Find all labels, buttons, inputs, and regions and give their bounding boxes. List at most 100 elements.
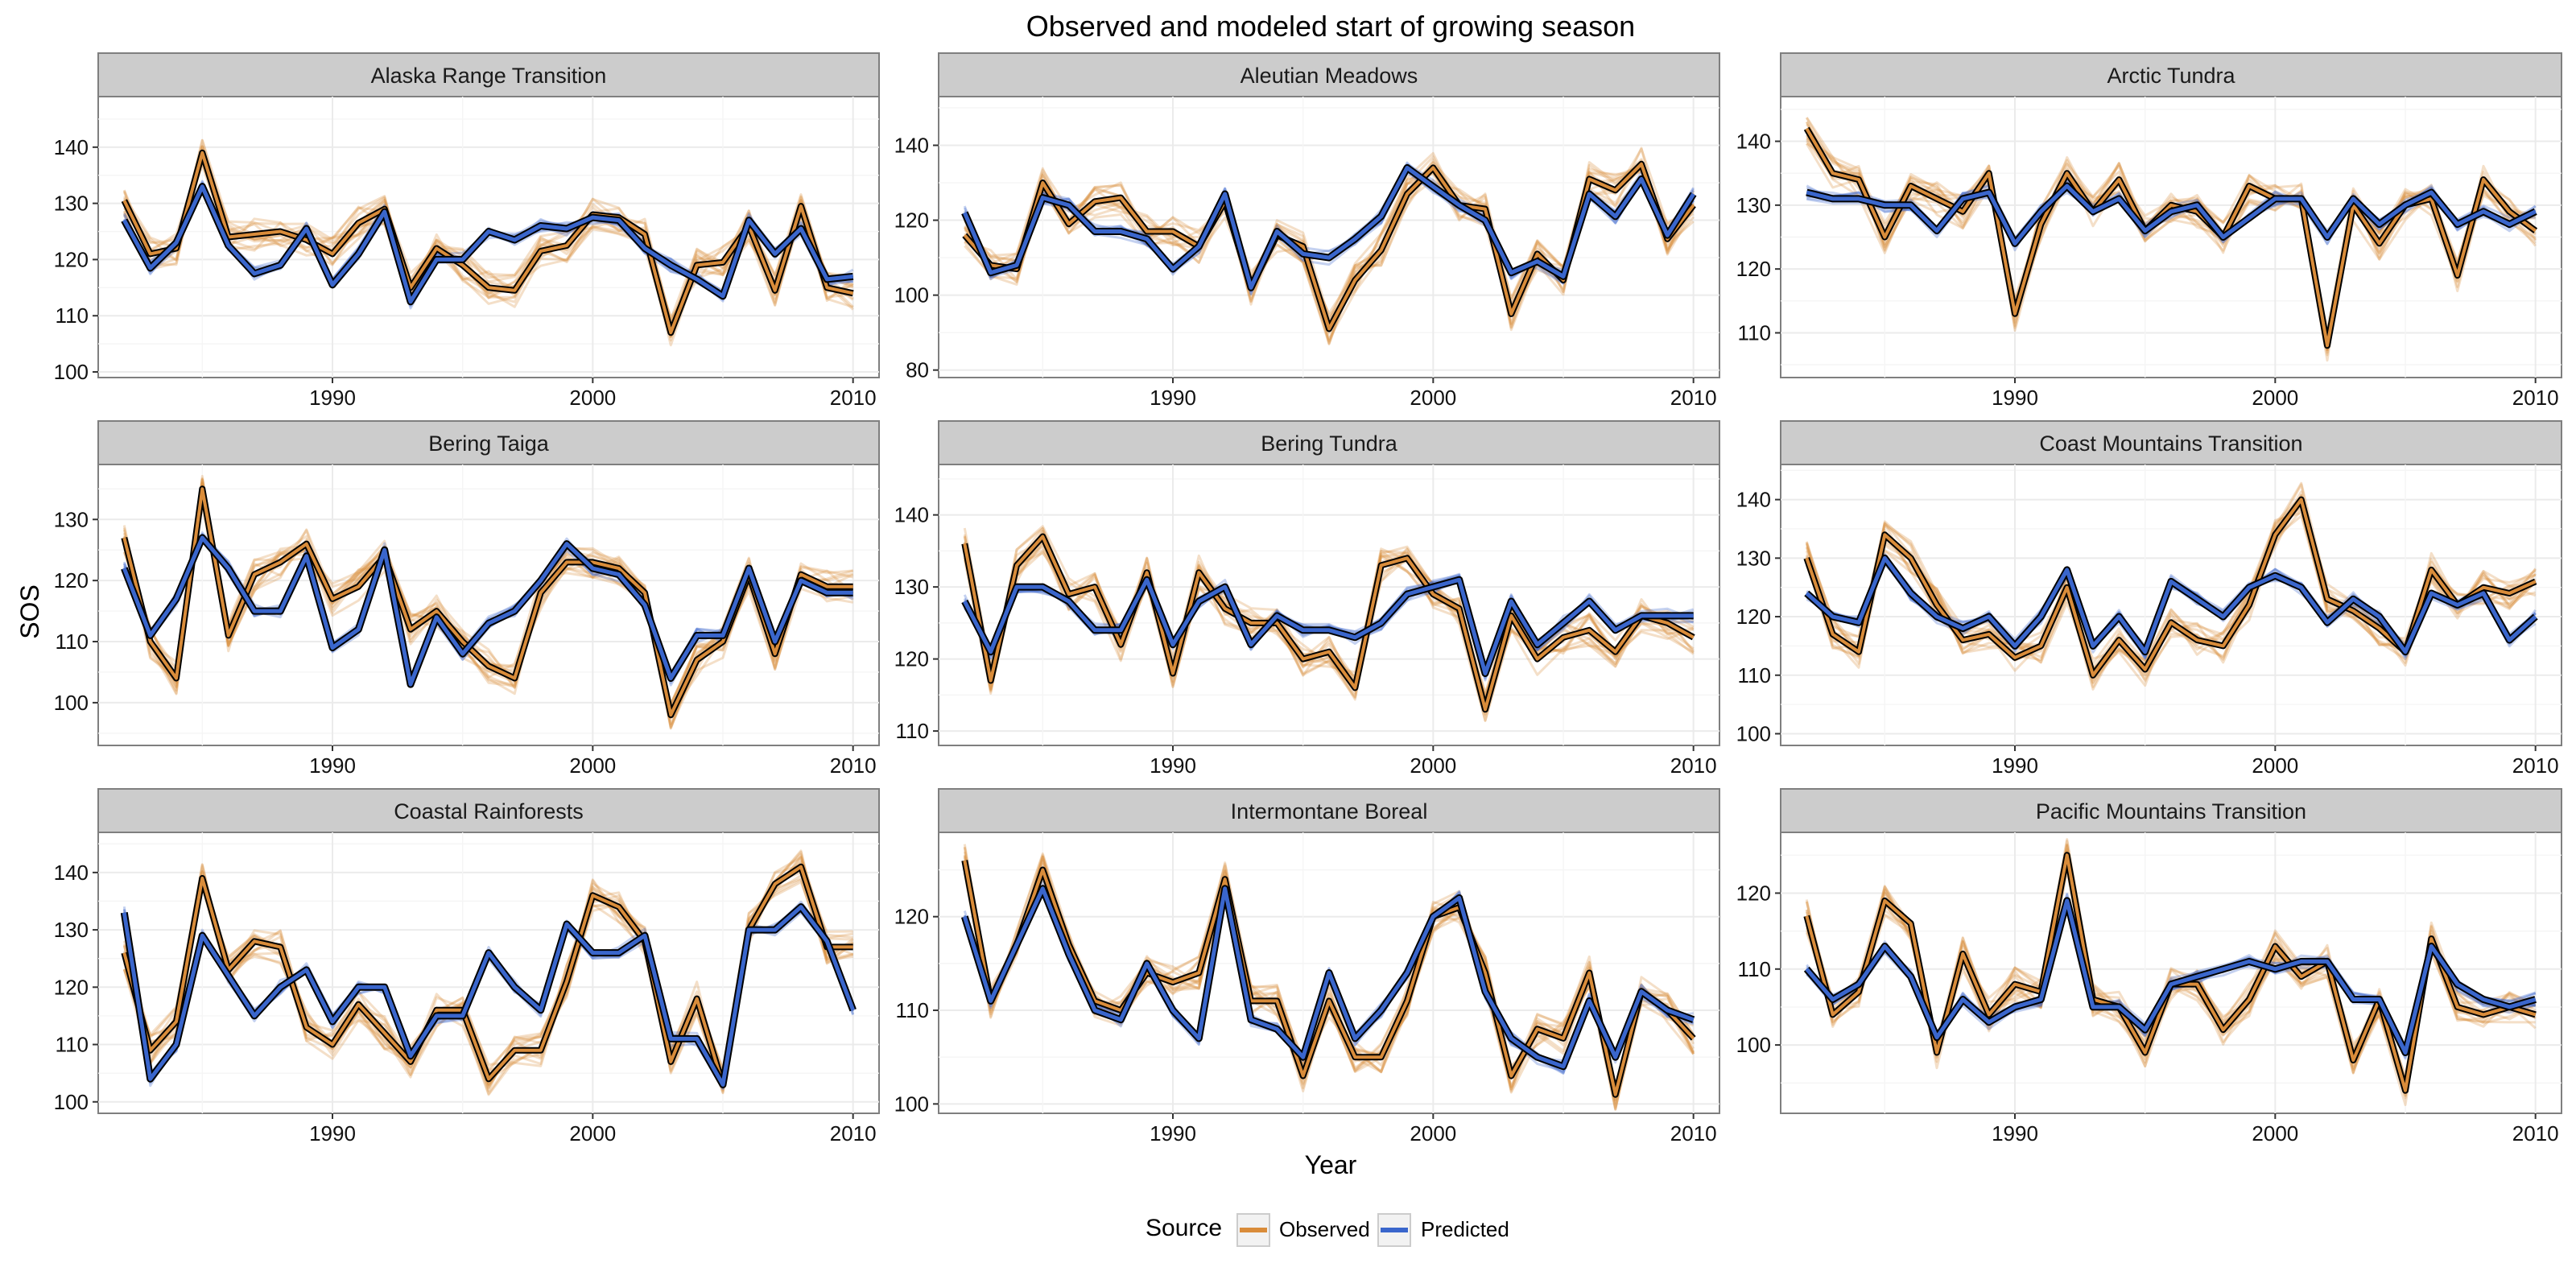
y-tick-label: 120 [1736, 881, 1771, 905]
observed-ensemble-line [122, 154, 854, 324]
series-group [120, 849, 857, 1096]
strip-label: Coastal Rainforests [394, 799, 584, 824]
x-tick-label: 2010 [1670, 386, 1717, 410]
y-tick-label: 110 [56, 303, 89, 328]
y-tick-label: 100 [894, 283, 929, 308]
predicted-mean-line [122, 905, 856, 1087]
y-tick-label: 110 [1738, 663, 1771, 687]
series-group [1803, 481, 2538, 691]
x-tick-label: 2000 [1410, 1121, 1456, 1146]
y-tick-label: 120 [54, 247, 89, 271]
y-tick-label: 120 [894, 208, 929, 233]
x-tick-label: 1990 [1992, 753, 2038, 778]
strip-arctic-tundra [1780, 52, 2562, 97]
panel-background [1780, 464, 2562, 746]
legend-label-observed: Observed [1279, 1217, 1370, 1241]
x-tick-label: 1990 [1150, 386, 1196, 410]
y-tick-label: 100 [54, 1090, 89, 1114]
x-tick-label: 1990 [309, 386, 356, 410]
predicted-mean-line [122, 535, 853, 687]
y-tick-label: 110 [56, 1033, 89, 1057]
observed-ensemble-line [963, 530, 1695, 722]
x-tick-label: 1990 [309, 753, 356, 778]
strip-coast-mountains-transition [1780, 420, 2562, 465]
legend-label-predicted: Predicted [1421, 1217, 1509, 1241]
x-tick-label: 2000 [1410, 386, 1456, 410]
y-tick-label: 110 [896, 998, 929, 1022]
y-tick-label: 100 [1736, 721, 1771, 745]
x-axis-title: Year [1305, 1150, 1357, 1179]
x-tick-label: 2000 [569, 753, 616, 778]
observed-ensemble-line [1805, 117, 2537, 352]
y-tick-label: 120 [54, 975, 89, 999]
x-tick-label: 2000 [569, 1121, 616, 1146]
legend-title: Source [1146, 1215, 1222, 1241]
panel-background [97, 464, 880, 746]
strip-bering-taiga [97, 420, 880, 465]
observed-mean-line [122, 151, 854, 335]
x-tick-label: 1990 [1992, 1121, 2038, 1146]
y-tick-label: 140 [1736, 488, 1771, 512]
observed-ensemble-line [122, 504, 853, 719]
y-tick-label: 140 [54, 135, 89, 159]
observed-ensemble-line [963, 527, 1695, 695]
y-tick-label: 130 [54, 507, 89, 531]
panel-intermontane-boreal: Intermontane Boreal 100 110 120 1990 2000 2010 [894, 788, 1720, 1146]
predicted-mean-line [1806, 184, 2537, 246]
strip-aleutian-meadows [938, 52, 1720, 97]
x-tick-label: 1990 [1150, 753, 1196, 778]
series-group [961, 147, 1697, 345]
x-tick-label: 2010 [830, 1121, 877, 1146]
x-tick-label: 2000 [2252, 753, 2298, 778]
strip-label: Bering Tundra [1261, 431, 1398, 456]
observed-ensemble-line [122, 159, 854, 327]
y-tick-label: 130 [894, 575, 929, 599]
predicted-mean-line [1805, 555, 2537, 654]
predicted-mean-line [122, 184, 853, 304]
panel-background [938, 464, 1720, 746]
y-tick-label: 120 [1736, 605, 1771, 629]
y-tick-label: 140 [894, 133, 929, 157]
y-tick-label: 140 [1736, 130, 1771, 154]
y-tick-label: 100 [894, 1092, 929, 1116]
y-tick-label: 100 [1736, 1033, 1771, 1057]
panel-pacific-mountains-transition: Pacific Mountains Transition 100 110 120 199… [1736, 788, 2562, 1146]
chart-title: Observed and modeled start of growing se… [1026, 10, 1635, 43]
strip-label: Bering Taiga [428, 431, 550, 456]
y-tick-label: 120 [1736, 257, 1771, 281]
series-group [961, 525, 1695, 722]
y-tick-label: 100 [54, 360, 89, 384]
observed-ensemble-line [963, 543, 1695, 695]
y-tick-label: 120 [54, 568, 89, 592]
strip-label: Coast Mountains Transition [2039, 431, 2302, 456]
x-tick-label: 1990 [309, 1121, 356, 1146]
y-tick-label: 80 [906, 358, 929, 382]
observed-ensemble-line [963, 548, 1694, 702]
observed-ensemble-line [963, 526, 1695, 716]
x-tick-label: 2010 [2512, 1121, 2559, 1146]
facet-panels: Alaska Range Transition 100 110 120 130 140 19… [54, 52, 2562, 1146]
legend: Source Observed Predicted [1146, 1213, 1509, 1247]
strip-intermontane-boreal [938, 788, 1720, 833]
panel-aleutian-meadows: Aleutian Meadows 80 100 120 140 1990 2000 2010 [894, 52, 1720, 410]
panel-coastal-rainforests: Coastal Rainforests 100 110 120 130 140 1990 20… [54, 788, 880, 1146]
y-tick-label: 110 [1738, 957, 1771, 981]
panel-bering-tundra: Bering Tundra 110 120 130 140 1990 2000 2010 [894, 420, 1720, 778]
y-tick-label: 100 [54, 691, 89, 715]
strip-label: Alaska Range Transition [371, 64, 607, 88]
observed-ensemble-line [1806, 134, 2537, 351]
predicted-mean-line [963, 165, 1695, 290]
strip-label: Arctic Tundra [2107, 64, 2235, 88]
predicted-mean-line [962, 886, 1695, 1069]
observed-ensemble-line [123, 164, 854, 322]
strip-label: Intermontane Boreal [1231, 799, 1428, 824]
strip-label: Aleutian Meadows [1241, 64, 1418, 88]
x-tick-label: 2000 [1410, 753, 1456, 778]
observed-mean-line [963, 535, 1695, 712]
x-tick-label: 2000 [2252, 386, 2298, 410]
x-tick-label: 1990 [1992, 386, 2038, 410]
observed-ensemble-line [963, 541, 1695, 704]
strip-bering-tundra [938, 420, 1720, 465]
x-tick-label: 2010 [830, 386, 877, 410]
